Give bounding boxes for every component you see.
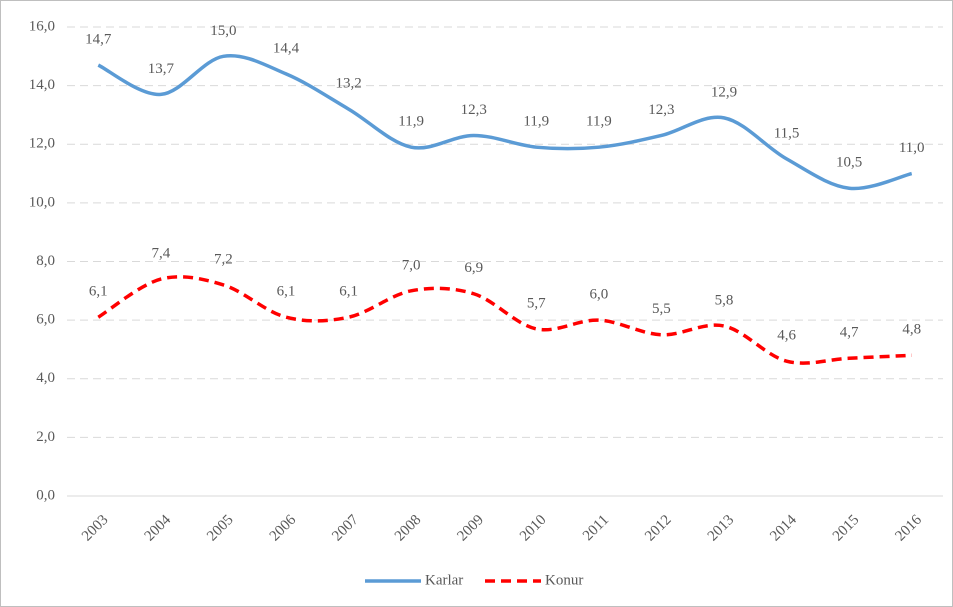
series-line <box>97 275 912 365</box>
data-label: 7,4 <box>151 246 170 262</box>
y-tick-label: 8,0 <box>36 253 55 269</box>
data-label: 6,1 <box>89 284 108 300</box>
data-label: 6,9 <box>464 260 483 276</box>
data-label: 11,9 <box>523 114 549 130</box>
y-tick-label: 10,0 <box>29 194 55 210</box>
data-label: 6,1 <box>339 284 358 300</box>
data-label: 12,3 <box>648 102 674 118</box>
y-tick-label: 4,0 <box>36 370 55 386</box>
data-label: 14,7 <box>85 32 112 48</box>
series-line <box>97 53 913 191</box>
y-tick-label: 14,0 <box>29 77 55 93</box>
data-label: 11,9 <box>398 114 424 130</box>
legend-label: Konur <box>545 572 583 588</box>
data-label: 13,2 <box>335 76 361 92</box>
data-label: 5,8 <box>715 292 734 308</box>
data-label: 5,7 <box>527 295 546 311</box>
data-label: 4,7 <box>840 325 859 341</box>
data-label: 11,0 <box>899 140 925 156</box>
data-label: 6,1 <box>277 284 296 300</box>
data-label: 11,5 <box>774 125 800 141</box>
data-label: 7,2 <box>214 251 233 267</box>
data-label: 12,3 <box>461 102 487 118</box>
data-label: 5,5 <box>652 301 671 317</box>
y-tick-label: 0,0 <box>36 487 55 503</box>
data-label: 13,7 <box>148 61 175 77</box>
data-label: 7,0 <box>402 257 421 273</box>
y-tick-label: 12,0 <box>29 136 55 152</box>
data-label: 15,0 <box>210 23 236 39</box>
y-tick-label: 2,0 <box>36 429 55 445</box>
legend-label: Karlar <box>425 572 463 588</box>
y-tick-label: 16,0 <box>29 18 55 34</box>
data-label: 12,9 <box>711 84 737 100</box>
data-label: 10,5 <box>836 155 862 171</box>
y-tick-label: 6,0 <box>36 312 55 328</box>
data-label: 6,0 <box>589 287 608 303</box>
data-label: 4,8 <box>902 322 921 338</box>
data-label: 14,4 <box>273 40 300 56</box>
data-label: 11,9 <box>586 114 612 130</box>
data-label: 4,6 <box>777 328 796 344</box>
